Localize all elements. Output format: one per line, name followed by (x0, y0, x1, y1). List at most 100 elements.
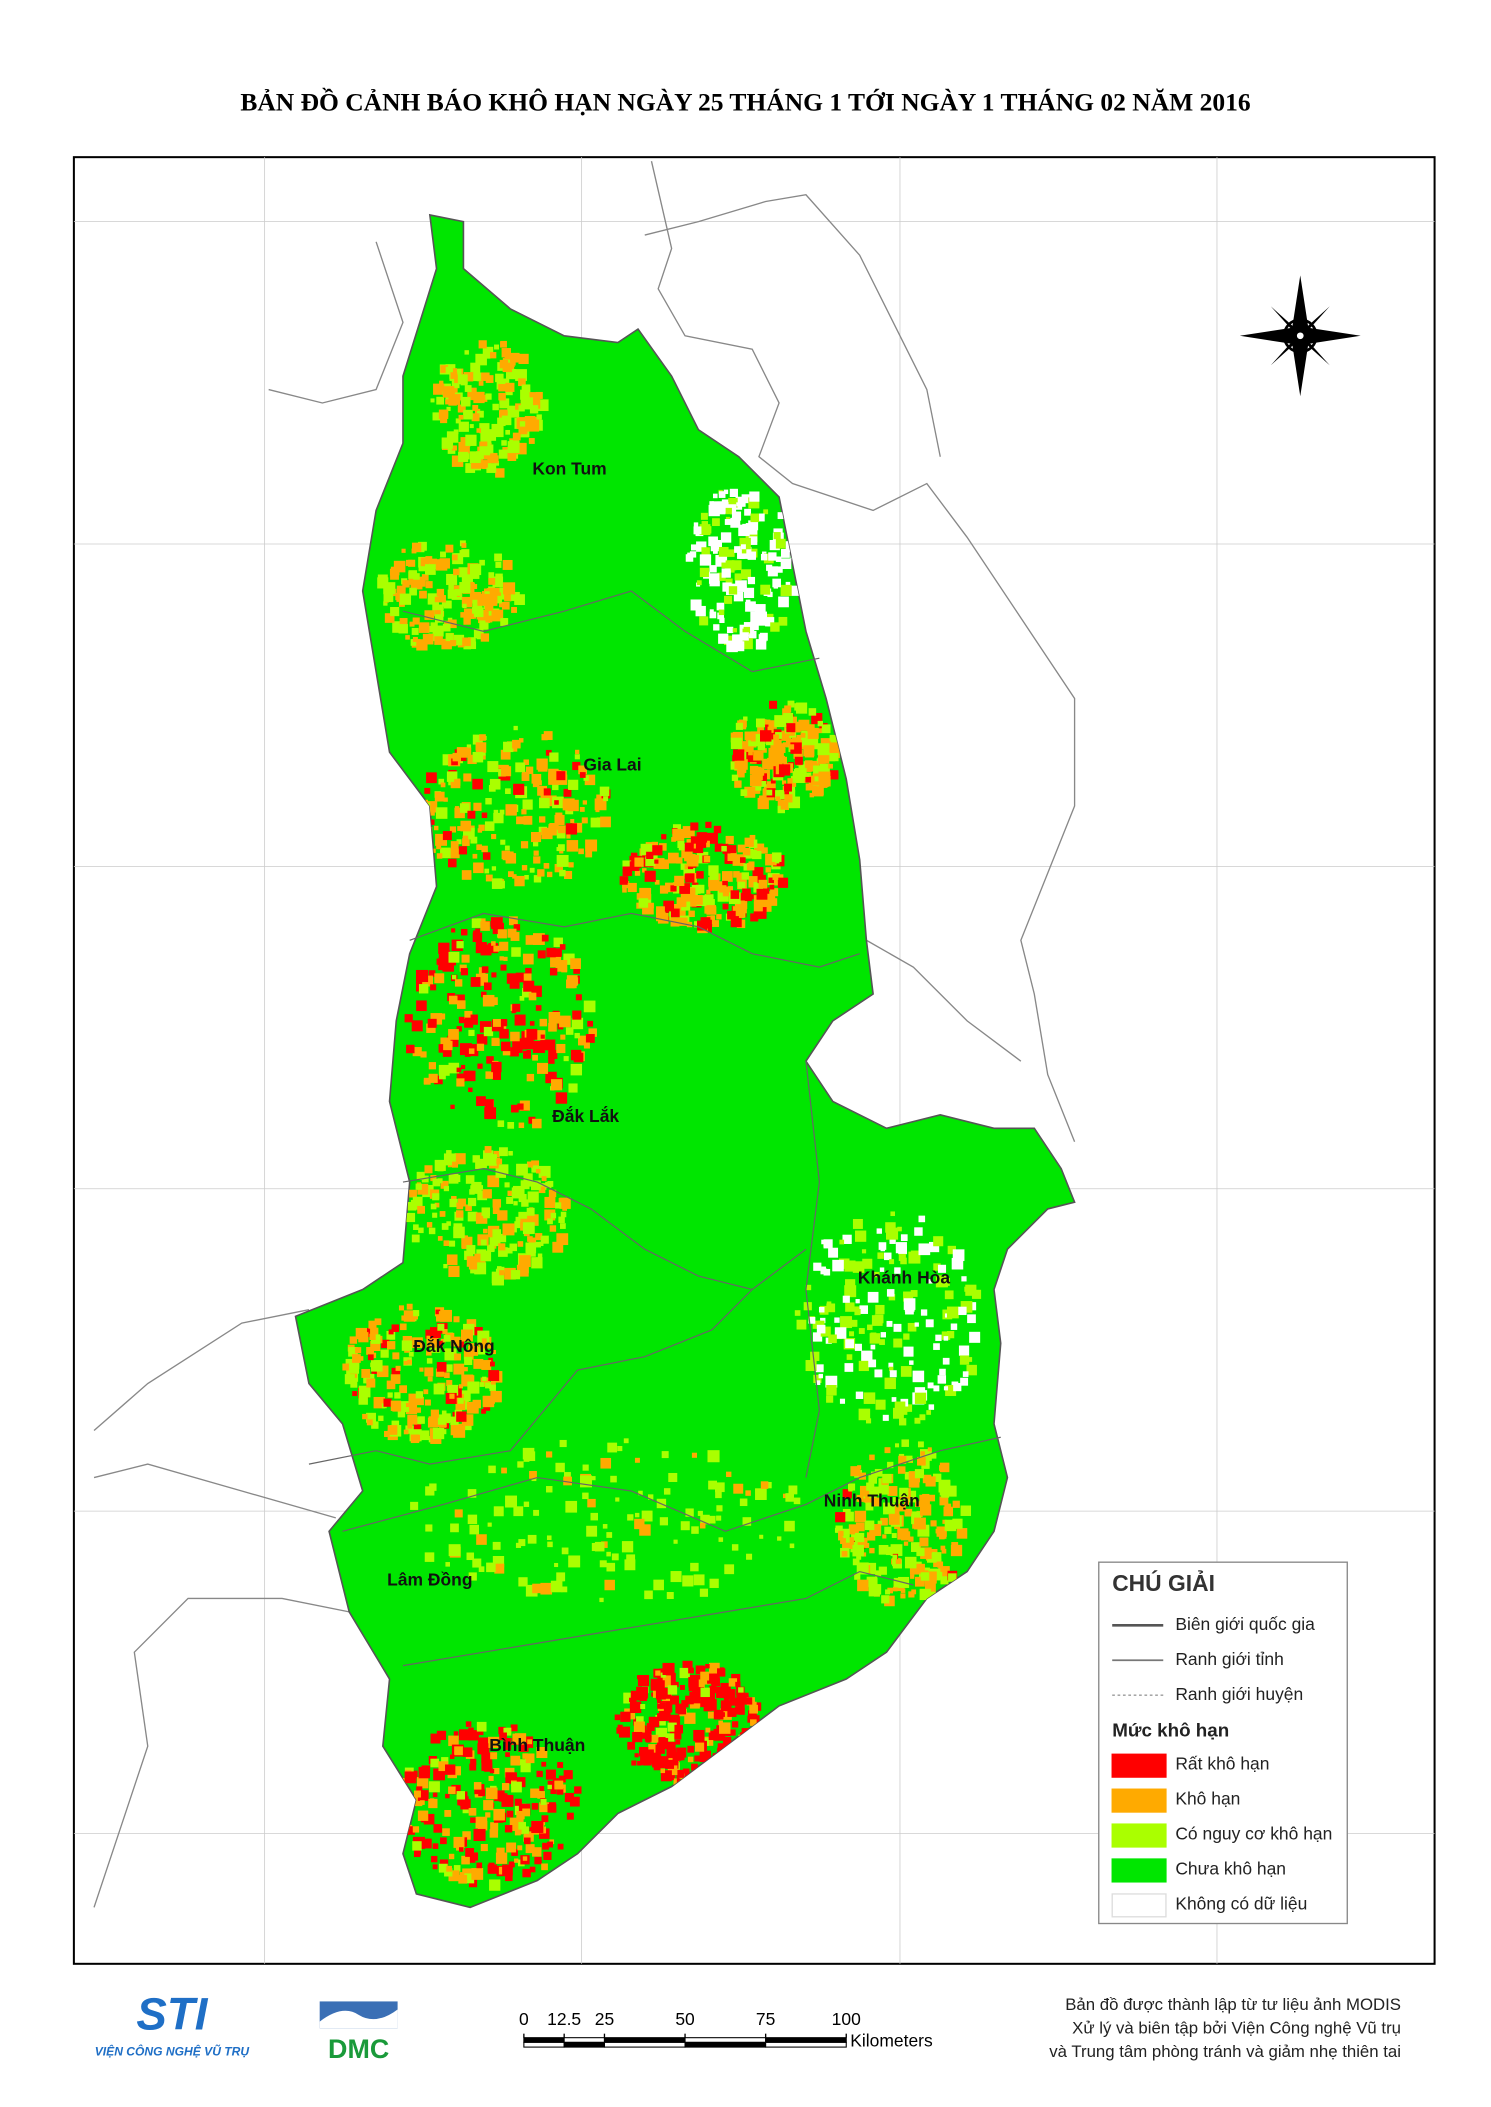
drought-pixel (513, 725, 518, 731)
drought-pixel (491, 1349, 496, 1355)
drought-pixel (898, 1503, 906, 1512)
drought-pixel (504, 1182, 510, 1188)
drought-pixel (480, 395, 488, 402)
drought-pixel (887, 1587, 893, 1594)
drought-pixel (498, 1243, 506, 1251)
drought-pixel (910, 1574, 915, 1579)
drought-pixel (718, 491, 726, 498)
drought-pixel (742, 847, 751, 856)
drought-pixel (943, 1336, 949, 1341)
drought-pixel (688, 1677, 699, 1688)
drought-pixel (637, 1675, 650, 1687)
drought-pixel (879, 1485, 889, 1495)
drought-pixel (414, 1848, 421, 1855)
drought-pixel (757, 797, 769, 810)
drought-pixel (898, 1455, 907, 1464)
drought-pixel (521, 865, 528, 871)
drought-pixel (518, 1048, 523, 1053)
drought-pixel (400, 1323, 407, 1331)
drought-pixel (531, 773, 542, 784)
drought-pixel (554, 1780, 564, 1790)
drought-pixel (716, 1515, 722, 1521)
drought-pixel (703, 855, 711, 863)
drought-pixel (631, 1760, 637, 1766)
drought-pixel (472, 853, 478, 859)
drought-pixel (470, 977, 481, 987)
drought-pixel (599, 1597, 604, 1603)
drought-pixel (529, 392, 538, 401)
drought-pixel (426, 1358, 433, 1364)
drought-pixel (491, 1061, 502, 1073)
drought-pixel (468, 1807, 477, 1816)
drought-pixel (457, 1798, 464, 1806)
drought-pixel (500, 341, 506, 348)
drought-pixel (685, 1695, 694, 1705)
drought-pixel (481, 1207, 491, 1216)
drought-pixel (918, 1243, 931, 1256)
drought-pixel (529, 867, 535, 873)
drought-pixel (467, 1014, 478, 1025)
drought-pixel (971, 1289, 982, 1299)
drought-pixel (480, 620, 486, 626)
drought-pixel (415, 1391, 423, 1399)
drought-pixel (941, 1548, 947, 1554)
drought-pixel (499, 809, 505, 815)
drought-pixel (869, 1547, 875, 1554)
drought-pixel (484, 602, 494, 612)
drought-pixel (572, 1010, 582, 1020)
drought-pixel (549, 968, 558, 976)
drought-pixel (780, 803, 787, 810)
drought-pixel (541, 1176, 547, 1182)
drought-pixel (519, 1759, 526, 1766)
drought-pixel (454, 1509, 463, 1518)
drought-pixel (716, 1505, 723, 1512)
drought-pixel (540, 1040, 548, 1048)
drought-pixel (721, 562, 728, 569)
drought-pixel (919, 1537, 929, 1547)
drought-pixel (467, 637, 476, 646)
drought-pixel (555, 960, 568, 972)
drought-pixel (826, 1395, 834, 1403)
drought-pixel (482, 1376, 487, 1382)
drought-pixel (472, 932, 483, 943)
drought-pixel (939, 1465, 945, 1471)
drought-pixel (700, 1514, 710, 1525)
drought-pixel (905, 1455, 913, 1463)
drought-pixel (561, 966, 568, 973)
drought-pixel (740, 750, 751, 761)
drought-pixel (528, 992, 537, 1001)
drought-pixel (960, 1505, 972, 1516)
drought-pixel (526, 1180, 534, 1187)
drought-pixel (433, 1824, 443, 1833)
drought-pixel (659, 1702, 666, 1709)
drought-pixel (475, 942, 487, 954)
logos: STI VIỆN CÔNG NGHỆ VŨ TRỤ DMC (95, 1989, 398, 2064)
drought-pixel (507, 1122, 515, 1129)
drought-pixel (638, 1490, 643, 1496)
drought-pixel (748, 1710, 757, 1720)
drought-pixel (793, 1497, 801, 1505)
drought-pixel (720, 1700, 732, 1712)
drought-pixel (503, 582, 516, 595)
drought-pixel (464, 1011, 471, 1018)
drought-pixel (559, 1015, 571, 1028)
drought-pixel (707, 1515, 716, 1524)
drought-pixel (899, 1487, 909, 1497)
drought-pixel (670, 1695, 680, 1705)
drought-pixel (734, 573, 742, 581)
drought-pixel (715, 545, 720, 550)
drought-pixel (430, 1175, 437, 1182)
drought-pixel (436, 588, 445, 597)
drought-pixel (457, 826, 463, 831)
drought-pixel (829, 734, 840, 746)
drought-pixel (688, 1667, 694, 1674)
drought-pixel (451, 1196, 457, 1202)
drought-pixel (739, 1498, 748, 1507)
drought-pixel (492, 1556, 505, 1568)
drought-pixel (787, 778, 797, 787)
drought-pixel (453, 1425, 466, 1438)
drought-pixel (366, 1378, 376, 1388)
drought-pixel (411, 627, 419, 635)
drought-pixel (446, 1254, 458, 1266)
